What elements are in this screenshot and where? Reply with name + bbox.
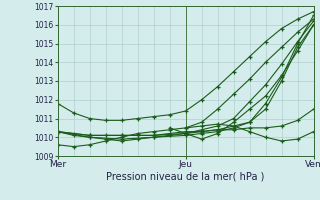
X-axis label: Pression niveau de la mer( hPa ): Pression niveau de la mer( hPa ): [107, 172, 265, 182]
